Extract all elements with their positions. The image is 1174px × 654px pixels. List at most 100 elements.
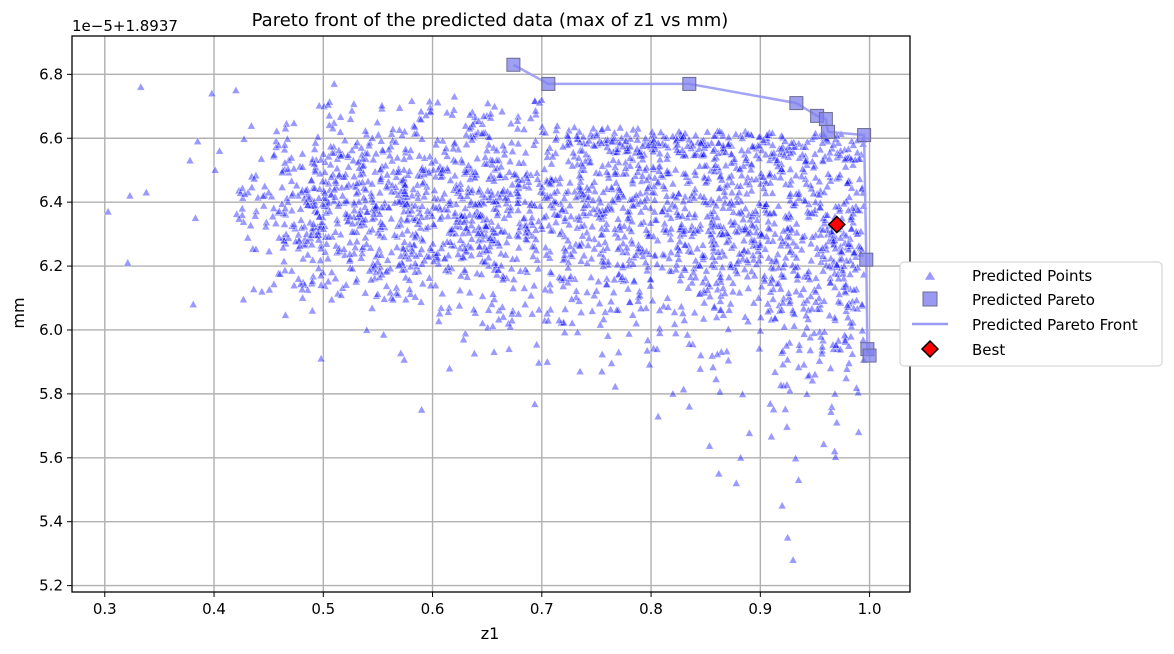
predicted-point-marker xyxy=(311,138,320,147)
predicted-point-marker xyxy=(742,177,751,186)
predicted-point-marker xyxy=(607,358,616,367)
predicted-point-marker xyxy=(614,192,623,201)
predicted-point-marker xyxy=(714,252,724,261)
predicted-point-marker xyxy=(367,303,377,312)
predicted-point-marker xyxy=(352,189,361,197)
predicted-point-marker xyxy=(514,309,523,318)
predicted-point-marker xyxy=(470,210,479,219)
predicted-point-marker xyxy=(765,208,775,217)
predicted-point-marker xyxy=(802,389,812,398)
predicted-point-marker xyxy=(413,188,422,197)
predicted-point-marker xyxy=(792,228,802,237)
predicted-point-marker xyxy=(843,301,852,309)
predicted-point-marker xyxy=(560,254,569,263)
predicted-point-marker xyxy=(314,230,323,239)
predicted-point-marker xyxy=(796,290,806,299)
predicted-point-marker xyxy=(467,220,476,229)
predicted-point-marker xyxy=(680,315,689,324)
predicted-point-marker xyxy=(748,208,757,217)
predicted-point-marker xyxy=(832,260,842,269)
predicted-point-marker xyxy=(334,170,344,179)
predicted-point-marker xyxy=(595,298,604,307)
predicted-point-marker xyxy=(397,229,407,238)
predicted-point-marker xyxy=(779,381,788,390)
predicted-point-marker xyxy=(384,177,393,186)
predicted-point-marker xyxy=(668,179,678,188)
predicted-point-marker xyxy=(425,243,435,252)
predicted-point-marker xyxy=(446,175,455,184)
predicted-point-marker xyxy=(280,219,289,228)
predicted-point-marker xyxy=(456,235,465,244)
predicted-point-marker xyxy=(677,133,687,142)
predicted-point-marker xyxy=(696,220,705,229)
predicted-point-marker xyxy=(785,164,795,173)
predicted-point-marker xyxy=(536,187,545,196)
predicted-point-marker xyxy=(335,246,344,255)
predicted-point-marker xyxy=(806,256,816,265)
predicted-point-marker xyxy=(656,127,666,136)
predicted-point-marker xyxy=(513,116,522,125)
predicted-point-marker xyxy=(602,274,612,283)
predicted-point-marker xyxy=(314,235,324,244)
predicted-point-marker xyxy=(336,151,346,160)
predicted-point-marker xyxy=(434,316,444,325)
predicted-point-marker xyxy=(447,224,457,233)
predicted-point-marker xyxy=(663,150,672,159)
predicted-point-marker xyxy=(788,555,798,564)
predicted-point-marker xyxy=(564,257,573,266)
predicted-point-marker xyxy=(760,276,770,285)
predicted-point-marker xyxy=(792,271,802,280)
predicted-point-marker xyxy=(835,206,844,215)
predicted-point-marker xyxy=(485,241,495,250)
predicted-point-marker xyxy=(352,236,362,245)
predicted-point-marker xyxy=(855,206,865,215)
predicted-point-marker xyxy=(506,189,515,198)
predicted-point-marker xyxy=(583,194,593,203)
predicted-point-marker xyxy=(513,139,523,148)
predicted-point-marker xyxy=(793,270,803,279)
predicted-point-marker xyxy=(731,226,740,235)
predicted-point-marker xyxy=(650,195,660,204)
predicted-point-marker xyxy=(568,148,578,157)
predicted-point-marker xyxy=(743,129,753,138)
predicted-point-marker xyxy=(215,146,224,155)
predicted-point-marker xyxy=(416,115,426,123)
legend-item-best: Best xyxy=(920,339,1005,359)
y-tick-label: 5.8 xyxy=(39,385,63,403)
predicted-point-marker xyxy=(247,121,256,130)
predicted-point-marker xyxy=(597,126,607,135)
predicted-point-marker xyxy=(492,210,502,219)
predicted-point-marker xyxy=(418,179,427,188)
predicted-point-marker xyxy=(507,137,516,146)
predicted-point-marker xyxy=(287,205,297,214)
predicted-point-marker xyxy=(460,244,470,252)
predicted-point-marker xyxy=(853,387,863,396)
x-tick-label: 0.3 xyxy=(93,600,117,618)
predicted-point-marker xyxy=(450,171,460,180)
predicted-point-marker xyxy=(550,188,559,197)
predicted-point-marker xyxy=(699,314,708,323)
predicted-point-marker xyxy=(822,182,832,191)
predicted-point-marker xyxy=(765,170,774,179)
predicted-point-marker xyxy=(316,255,325,264)
predicted-point-marker xyxy=(271,136,281,145)
predicted-point-marker xyxy=(401,251,410,260)
predicted-point-marker xyxy=(589,123,598,132)
predicted-point-marker xyxy=(674,127,684,136)
predicted-point-marker xyxy=(364,141,374,149)
predicted-point-marker xyxy=(594,239,604,248)
predicted-point-marker xyxy=(384,202,393,211)
predicted-point-marker xyxy=(498,141,508,150)
predicted-point-marker xyxy=(799,360,809,369)
predicted-point-marker xyxy=(267,191,276,200)
predicted-point-marker xyxy=(740,312,750,321)
predicted-point-marker xyxy=(776,159,786,168)
predicted-point-marker xyxy=(508,146,517,155)
predicted-point-marker xyxy=(765,169,775,178)
predicted-point-marker xyxy=(726,216,736,225)
predicted-point-marker xyxy=(799,304,808,313)
predicted-point-marker xyxy=(690,167,700,176)
predicted-point-marker xyxy=(385,151,395,159)
predicted-point-marker xyxy=(807,184,816,193)
predicted-point-marker xyxy=(596,230,606,239)
